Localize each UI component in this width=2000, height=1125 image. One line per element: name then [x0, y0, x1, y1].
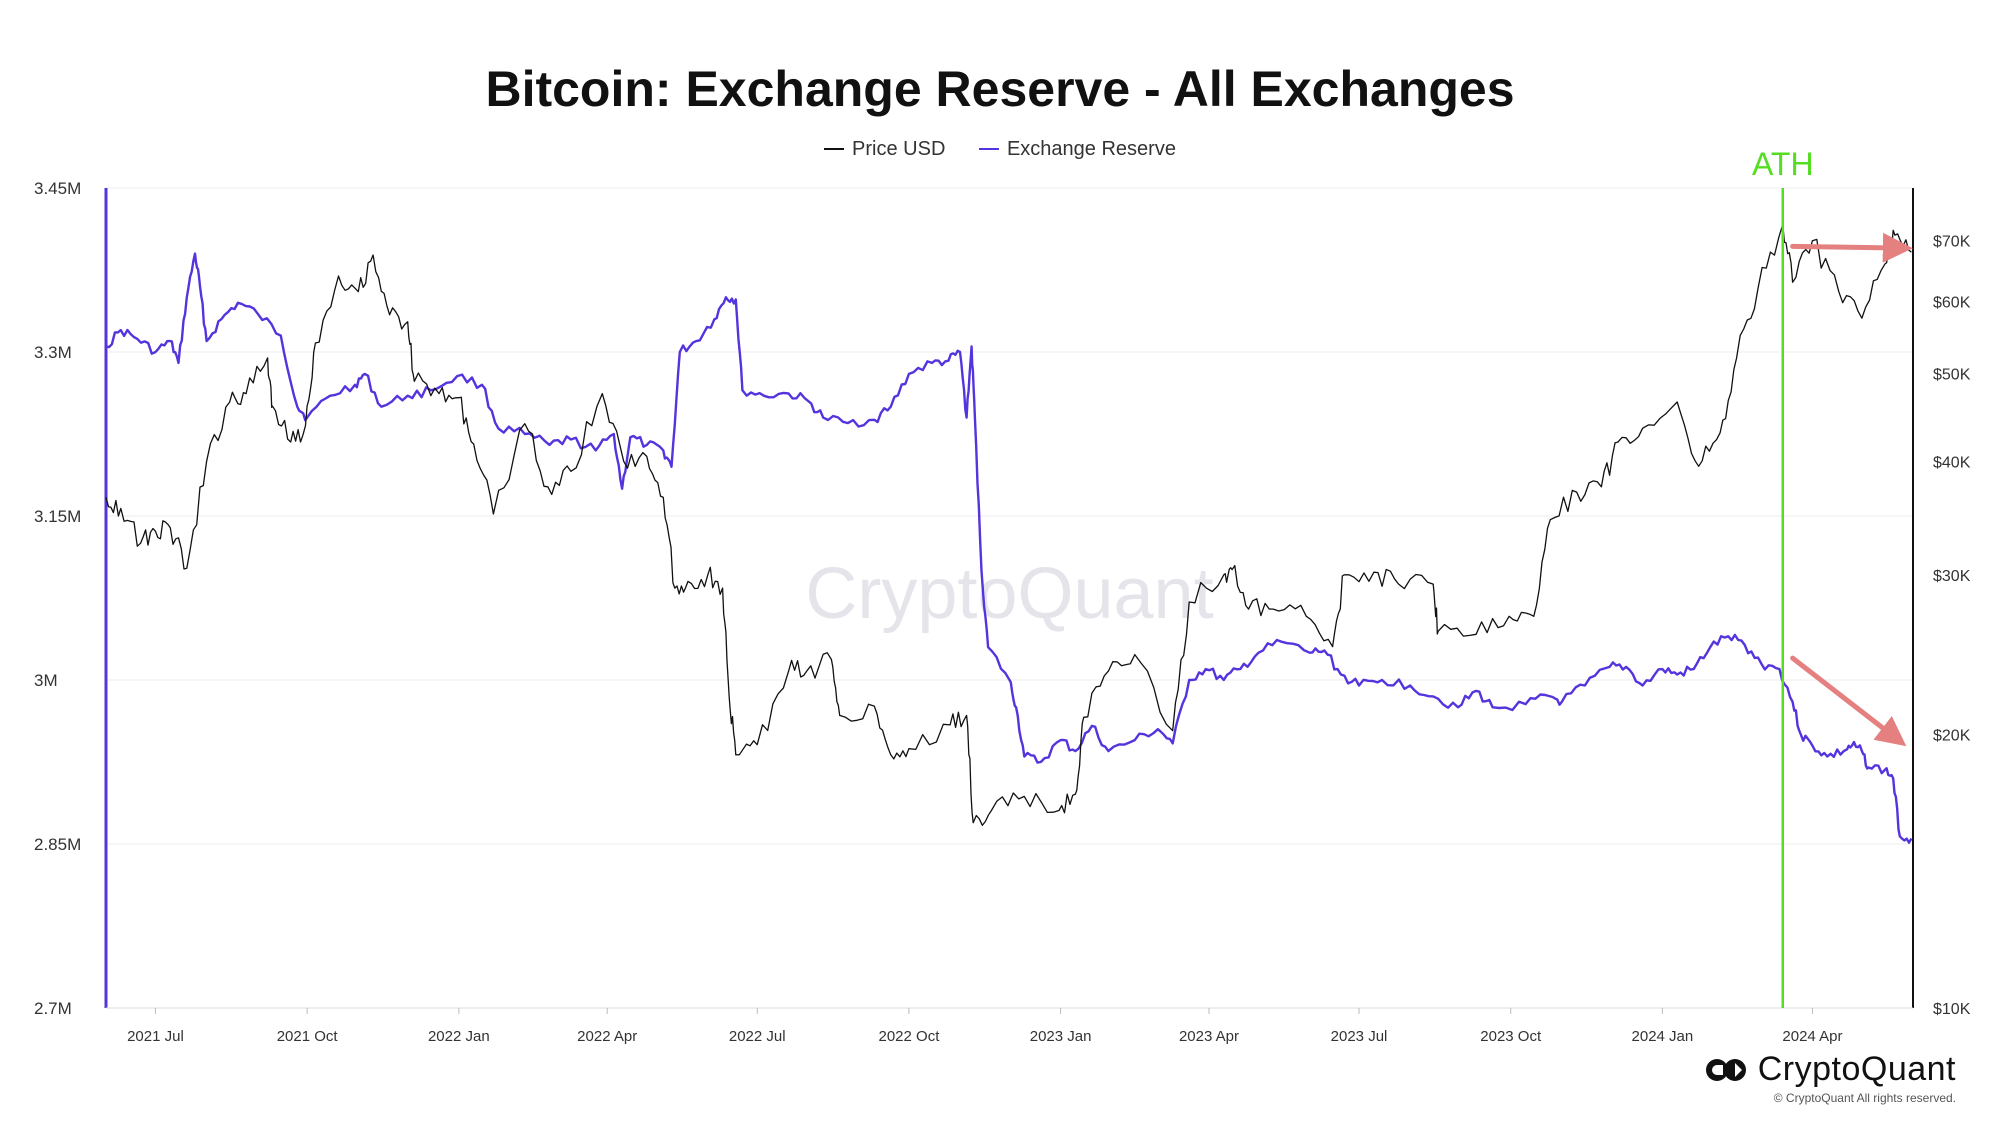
x-tick-label-11: 2024 Apr	[1782, 1028, 1842, 1045]
legend-swatch-reserve	[978, 148, 999, 150]
cryptoquant-logo-icon	[1705, 1058, 1746, 1081]
x-tick-label-1: 2021 Oct	[277, 1028, 339, 1045]
y-left-tick-label-4: 3.3M	[34, 343, 72, 362]
y-right-tick-label-6: $70K	[1933, 234, 1971, 251]
x-tick-label-3: 2022 Apr	[577, 1028, 637, 1045]
x-tick-label-9: 2023 Oct	[1480, 1028, 1542, 1045]
x-tick-label-5: 2022 Oct	[878, 1028, 940, 1045]
y-left-tick-label-1: 2.85M	[34, 835, 81, 854]
y-right-tick-label-2: $30K	[1933, 568, 1971, 585]
x-tick-label-7: 2023 Apr	[1179, 1028, 1239, 1045]
y-left-tick-label-5: 3.45M	[34, 179, 81, 198]
chart-title: Bitcoin: Exchange Reserve - All Exchange…	[485, 61, 1515, 117]
y-left-tick-label-0: 2.7M	[34, 999, 72, 1018]
watermark-text: CryptoQuant	[805, 554, 1213, 634]
legend-item-price[interactable]: Price USD	[824, 138, 945, 161]
y-right-tick-label-4: $50K	[1933, 366, 1971, 383]
trend-arrow-2	[1790, 655, 1907, 747]
y-right-tick-label-1: $20K	[1933, 728, 1971, 745]
x-tick-label-8: 2023 Jul	[1331, 1028, 1388, 1045]
legend-label-price: Price USD	[852, 137, 946, 160]
copyright-text: © CryptoQuant All rights reserved.	[1773, 1091, 1956, 1105]
series-line-price-usd	[105, 223, 1912, 826]
legend-item-reserve[interactable]: Exchange Reserve	[978, 137, 1176, 161]
y-left-tick-label-2: 3M	[34, 671, 58, 690]
series-line-exchange-reserve	[105, 252, 1913, 844]
x-tick-label-4: 2022 Jul	[729, 1028, 786, 1045]
y-right-tick-label-5: $60K	[1933, 294, 1971, 311]
brand-name: CryptoQuant	[1757, 1050, 1956, 1088]
ath-label: ATH	[1752, 146, 1814, 182]
y-right-tick-label-3: $40K	[1933, 454, 1971, 471]
y-right-tick-label-0: $10K	[1933, 1001, 1971, 1018]
trend-arrow-1	[1790, 232, 1913, 263]
x-tick-label-10: 2024 Jan	[1632, 1028, 1694, 1045]
brand-block: CryptoQuant	[1704, 1050, 1956, 1089]
x-tick-label-2: 2022 Jan	[428, 1028, 490, 1045]
x-tick-label-0: 2021 Jul	[127, 1028, 184, 1045]
y-left-tick-label-3: 3.15M	[34, 507, 81, 526]
legend-label-reserve: Exchange Reserve	[1006, 137, 1176, 160]
chart-legend: Price USD Exchange Reserve	[0, 133, 2000, 161]
legend-swatch-price	[824, 148, 845, 150]
x-tick-label-6: 2023 Jan	[1030, 1028, 1092, 1045]
